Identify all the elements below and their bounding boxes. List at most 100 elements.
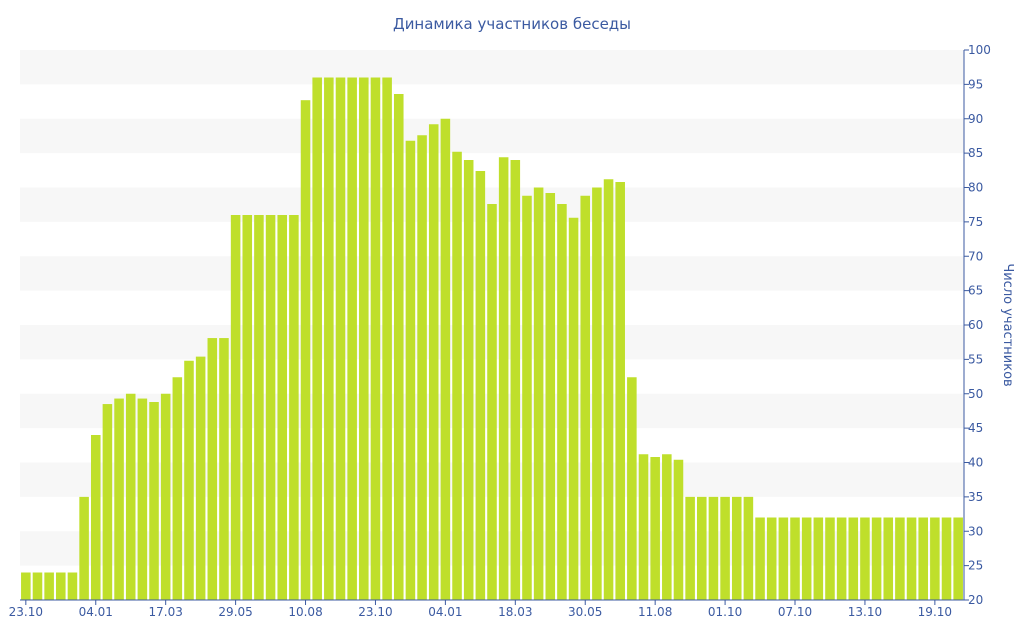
bar[interactable] xyxy=(242,215,253,600)
y-tick-label: 95 xyxy=(968,77,983,91)
bar[interactable] xyxy=(149,402,159,600)
bar[interactable] xyxy=(184,360,194,600)
bar[interactable] xyxy=(32,572,43,601)
bar[interactable] xyxy=(568,217,579,600)
bar[interactable] xyxy=(335,77,346,601)
bar[interactable] xyxy=(125,393,136,600)
bar[interactable] xyxy=(254,215,264,600)
bar[interactable] xyxy=(731,496,742,600)
bar[interactable] xyxy=(662,454,672,600)
bar[interactable] xyxy=(265,215,276,600)
bar[interactable] xyxy=(545,193,556,600)
bar[interactable] xyxy=(382,77,392,601)
bar[interactable] xyxy=(207,338,218,600)
bar[interactable] xyxy=(440,118,451,600)
bar[interactable] xyxy=(510,160,521,600)
bar[interactable] xyxy=(743,496,754,600)
bar[interactable] xyxy=(906,517,917,601)
bar[interactable] xyxy=(557,204,567,600)
bar[interactable] xyxy=(522,195,532,600)
bar[interactable] xyxy=(592,187,602,601)
bar[interactable] xyxy=(603,179,614,600)
x-tick-label: 04.01 xyxy=(79,605,113,619)
bar[interactable] xyxy=(79,496,89,600)
bar[interactable] xyxy=(487,204,497,600)
bar[interactable] xyxy=(696,496,707,600)
bar[interactable] xyxy=(463,160,474,600)
bar[interactable] xyxy=(230,215,241,600)
bar[interactable] xyxy=(347,77,357,601)
bar[interactable] xyxy=(790,517,800,601)
x-tick-label: 07.10 xyxy=(778,605,812,619)
bar[interactable] xyxy=(67,572,78,601)
bar[interactable] xyxy=(219,338,229,600)
bar[interactable] xyxy=(685,496,695,600)
y-tick-label: 35 xyxy=(968,490,983,504)
bar[interactable] xyxy=(755,517,765,601)
grid-band xyxy=(20,50,964,85)
bar[interactable] xyxy=(114,398,124,600)
bar[interactable] xyxy=(102,404,113,600)
y-axis-label: Число участников xyxy=(1000,263,1015,386)
bar[interactable] xyxy=(417,135,427,600)
bar[interactable] xyxy=(428,124,439,600)
bar[interactable] xyxy=(801,517,812,601)
bar[interactable] xyxy=(580,195,591,600)
bar[interactable] xyxy=(44,572,54,601)
bar[interactable] xyxy=(172,377,183,600)
bar[interactable] xyxy=(195,356,206,600)
bar[interactable] xyxy=(883,517,894,601)
bar[interactable] xyxy=(405,140,416,600)
bar[interactable] xyxy=(778,517,789,601)
x-tick-label: 10.08 xyxy=(288,605,322,619)
x-tick-label: 29.05 xyxy=(218,605,252,619)
bar[interactable] xyxy=(918,517,928,601)
y-tick-label: 50 xyxy=(968,387,983,401)
y-tick-label: 80 xyxy=(968,181,983,195)
bar[interactable] xyxy=(848,517,859,601)
bar[interactable] xyxy=(498,157,509,600)
bar[interactable] xyxy=(766,517,777,601)
y-axis: 20 25 30 35 40 45 50 55 60 65 70 75 80 85 90 95 100 xyxy=(963,43,991,607)
bar[interactable] xyxy=(312,77,322,601)
bar[interactable] xyxy=(825,517,835,601)
y-tick-label: 70 xyxy=(968,249,983,263)
x-tick-label: 13.10 xyxy=(848,605,882,619)
bar[interactable] xyxy=(90,435,101,600)
bar[interactable] xyxy=(300,100,311,600)
bar[interactable] xyxy=(324,77,334,601)
bar[interactable] xyxy=(452,151,462,600)
bar[interactable] xyxy=(673,459,684,600)
bar[interactable] xyxy=(627,377,637,600)
bar[interactable] xyxy=(533,187,544,601)
y-tick-label: 20 xyxy=(968,593,983,607)
bar[interactable] xyxy=(638,454,649,600)
bar[interactable] xyxy=(277,215,288,600)
bar[interactable] xyxy=(941,517,952,601)
y-tick-label: 85 xyxy=(968,146,983,160)
bar[interactable] xyxy=(160,393,171,600)
bar[interactable] xyxy=(871,517,882,601)
y-tick-label: 75 xyxy=(968,215,983,229)
bar[interactable] xyxy=(21,572,31,601)
bar[interactable] xyxy=(137,398,148,600)
bar[interactable] xyxy=(860,517,870,601)
bar[interactable] xyxy=(813,517,824,601)
grid-band xyxy=(20,118,964,154)
bar[interactable] xyxy=(370,77,381,601)
bar[interactable] xyxy=(953,517,963,601)
bar[interactable] xyxy=(930,517,940,601)
bar[interactable] xyxy=(289,215,299,600)
bar[interactable] xyxy=(895,517,905,601)
y-tick-label: 55 xyxy=(968,352,983,366)
bar[interactable] xyxy=(56,572,66,601)
bar[interactable] xyxy=(615,182,625,600)
bar[interactable] xyxy=(475,171,486,600)
bar[interactable] xyxy=(720,496,730,600)
bar[interactable] xyxy=(650,457,660,600)
bar[interactable] xyxy=(708,496,719,600)
bar[interactable] xyxy=(836,517,847,601)
bar[interactable] xyxy=(393,94,404,600)
bar[interactable] xyxy=(359,77,369,601)
